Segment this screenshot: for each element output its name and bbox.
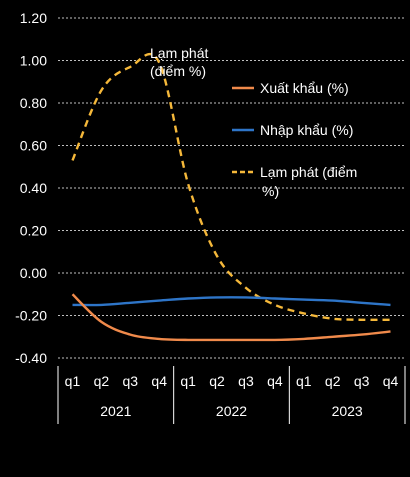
x-tick-label: q3 bbox=[354, 373, 370, 389]
series-line-2 bbox=[71, 52, 391, 322]
x-axis: q1 q2 q3 q4 q1 q2 q3 q4 q1 q2 q3 q4 2021 2022 2023 bbox=[57, 366, 406, 424]
y-tick-label: 0.40 bbox=[20, 180, 47, 196]
x-tick-label: q4 bbox=[383, 373, 399, 389]
annotations: Lạm phát (điểm %) bbox=[150, 45, 208, 79]
x-tick-label: q3 bbox=[123, 373, 139, 389]
legend: Xuất khẩu (%) Nhập khẩu (%) Lạm phát (điểm… bbox=[232, 80, 357, 199]
x-tick-label: q2 bbox=[94, 373, 110, 389]
x-tick-label: q3 bbox=[238, 373, 254, 389]
y-tick-label: 0.60 bbox=[20, 138, 47, 154]
series-line-1 bbox=[72, 296, 391, 307]
x-tick-label: q1 bbox=[296, 373, 312, 389]
x-tick-label: q2 bbox=[325, 373, 341, 389]
y-tick-label: 1.00 bbox=[20, 53, 47, 69]
legend-label-1: Nhập khẩu (%) bbox=[260, 122, 353, 138]
legend-label-0: Xuất khẩu (%) bbox=[260, 80, 349, 96]
legend-label-2: Lạm phát (điểm%) bbox=[260, 164, 357, 199]
series-line-0 bbox=[71, 293, 391, 342]
y-tick-label: 0.00 bbox=[20, 265, 47, 281]
y-tick-label: 1.20 bbox=[20, 10, 47, 26]
y-tick-label: 0.20 bbox=[20, 223, 47, 239]
year-label: 2023 bbox=[332, 403, 363, 419]
series-lines bbox=[71, 52, 391, 342]
gridlines bbox=[58, 17, 405, 359]
y-tick-label: -0.40 bbox=[15, 350, 47, 366]
year-label: 2022 bbox=[216, 403, 247, 419]
y-tick-label: -0.20 bbox=[15, 308, 47, 324]
y-tick-label: 0.80 bbox=[20, 95, 47, 111]
y-axis-tick-labels: 1.20 1.00 0.80 0.60 0.40 0.20 0.00 -0.20 -0.40 bbox=[15, 10, 47, 366]
x-tick-label: q4 bbox=[151, 373, 167, 389]
x-tick-label: q1 bbox=[65, 373, 81, 389]
x-tick-label: q1 bbox=[180, 373, 196, 389]
x-tick-label: q4 bbox=[267, 373, 283, 389]
year-label: 2021 bbox=[100, 403, 131, 419]
inflation-peak-annotation: Lạm phát (điểm %) bbox=[150, 45, 208, 79]
x-tick-label: q2 bbox=[209, 373, 225, 389]
